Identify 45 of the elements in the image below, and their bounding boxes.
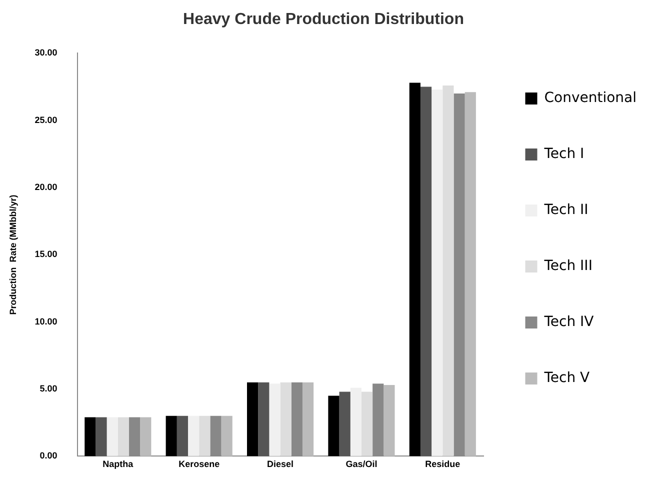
bar <box>96 417 107 456</box>
legend-label: Tech V <box>543 370 590 386</box>
bar <box>269 384 280 456</box>
bar <box>106 417 118 456</box>
bar <box>409 82 420 456</box>
bar <box>247 382 258 456</box>
legend-label: Tech II <box>543 202 588 218</box>
y-axis-title: Production Rate (MMbbl/yr) <box>8 194 18 315</box>
bar <box>188 416 200 456</box>
legend-label: Tech IV <box>543 314 594 330</box>
bar <box>328 396 340 456</box>
x-tick-label: Naptha <box>102 459 134 470</box>
bar <box>166 416 177 456</box>
bar <box>361 392 373 456</box>
legend-label: Tech III <box>543 258 592 274</box>
legend-label: Conventional <box>544 90 637 106</box>
y-tick-label: 15.00 <box>34 249 58 260</box>
bar <box>464 92 476 456</box>
y-tick-label: 5.00 <box>40 384 58 394</box>
bar <box>339 392 350 456</box>
bar <box>221 416 232 456</box>
bar <box>176 416 188 456</box>
bar <box>350 388 362 456</box>
bar <box>442 85 454 456</box>
y-tick-label: 0.00 <box>40 450 58 461</box>
bar <box>118 417 130 456</box>
bar <box>302 382 314 456</box>
bar <box>140 417 152 456</box>
bar <box>420 86 432 456</box>
x-tick-label: Residue <box>425 459 460 470</box>
y-tick-label: 20.00 <box>34 182 58 192</box>
bar <box>84 417 96 456</box>
chart-title: Heavy Crude Production Distribution <box>183 11 464 28</box>
y-tick-label: 10.00 <box>34 316 58 326</box>
y-tick-label: 30.00 <box>34 48 58 58</box>
bar <box>280 382 292 456</box>
bar <box>384 385 395 456</box>
x-tick-label: Diesel <box>267 459 294 470</box>
bar <box>258 382 270 456</box>
x-tick-label: Gas/Oil <box>346 459 378 470</box>
y-tick-label: 25.00 <box>34 114 58 125</box>
bar <box>432 89 443 456</box>
legend-label: Tech I <box>543 146 584 162</box>
bar <box>199 416 210 456</box>
x-tick-label: Kerosene <box>178 459 220 470</box>
